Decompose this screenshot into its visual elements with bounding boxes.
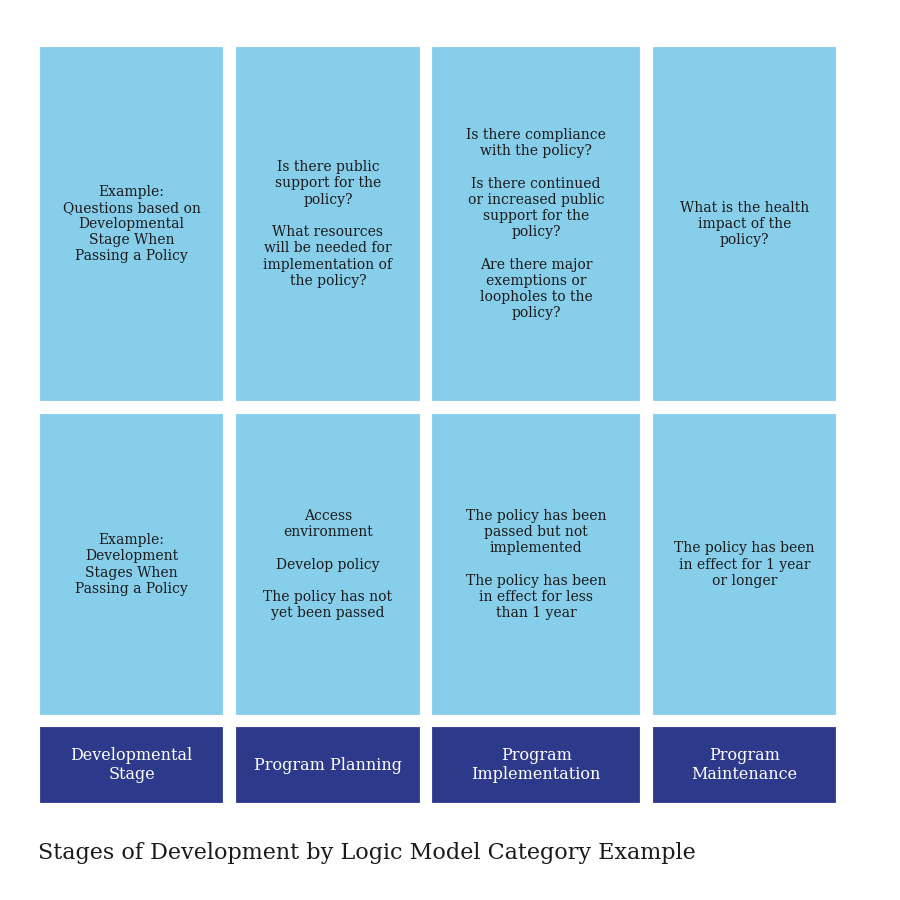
Text: Access
environment

Develop policy

The policy has not
yet been passed: Access environment Develop policy The po… [264,508,392,620]
Text: Example:
Development
Stages When
Passing a Policy: Example: Development Stages When Passing… [76,533,188,596]
Bar [430,45,642,403]
Text: Program Planning: Program Planning [254,757,402,773]
Bar [234,725,422,805]
Text: The policy has been
in effect for 1 year
or longer: The policy has been in effect for 1 year… [674,541,814,588]
Text: Example:
Questions based on
Developmental
Stage When
Passing a Policy: Example: Questions based on Developmenta… [63,184,201,264]
Text: Program
Maintenance: Program Maintenance [691,747,797,783]
Text: Stages of Development by Logic Model Category Example: Stages of Development by Logic Model Cat… [38,842,696,864]
Bar [234,45,422,403]
Text: What is the health
impact of the
policy?: What is the health impact of the policy? [680,201,809,248]
Bar [430,725,642,805]
Text: Is there public
support for the
policy?

What resources
will be needed for
imple: Is there public support for the policy? … [264,160,392,288]
Text: Is there compliance
with the policy?

Is there continued
or increased public
sup: Is there compliance with the policy? Is … [466,128,606,320]
Text: Developmental
Stage: Developmental Stage [70,747,193,783]
Bar [651,45,838,403]
Bar [430,412,642,717]
Text: The policy has been
passed but not
implemented

The policy has been
in effect fo: The policy has been passed but not imple… [466,508,607,620]
Bar [38,45,225,403]
Bar [38,725,225,805]
Text: Program
Implementation: Program Implementation [472,747,601,783]
Bar [651,725,838,805]
Bar [651,412,838,717]
Bar [234,412,422,717]
Bar [38,412,225,717]
